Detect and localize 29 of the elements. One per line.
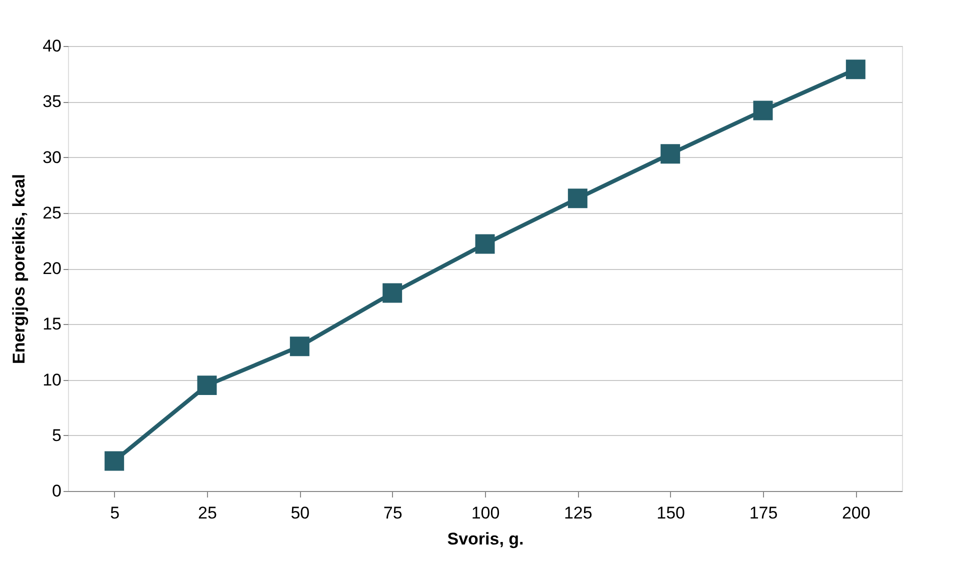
x-tick-label: 200 <box>842 504 870 522</box>
point <box>290 336 310 356</box>
y-axis-title: Energijos poreikis, kcal <box>10 174 29 364</box>
y-tick-label: 20 <box>42 259 62 278</box>
y-tick-label: 40 <box>42 36 62 56</box>
x-tick-label: 175 <box>749 504 778 522</box>
y-tick-label: 25 <box>42 203 62 222</box>
y-tick-label: 0 <box>52 482 62 500</box>
point <box>846 60 866 80</box>
point <box>568 188 588 208</box>
point <box>197 376 217 396</box>
x-tick-label: 150 <box>656 504 686 522</box>
x-tick-label: 75 <box>383 504 402 522</box>
x-tick-label: 25 <box>198 504 217 522</box>
x-tick-label: 50 <box>290 504 310 522</box>
point <box>753 100 773 120</box>
y-tick-label: 30 <box>42 148 62 167</box>
y-tick-label: 10 <box>42 370 62 390</box>
x-axis-title: Svoris, g. <box>447 530 524 548</box>
x-tick-label: 5 <box>110 504 120 522</box>
point <box>382 283 402 303</box>
y-tick-label: 15 <box>42 314 62 334</box>
y-tick-label: 35 <box>42 92 62 112</box>
point <box>660 144 680 164</box>
x-tick-label: 100 <box>471 504 500 522</box>
point <box>475 234 495 254</box>
x-tick-label: 125 <box>564 504 592 522</box>
point <box>104 451 124 471</box>
y-tick-label: 5 <box>52 426 62 445</box>
